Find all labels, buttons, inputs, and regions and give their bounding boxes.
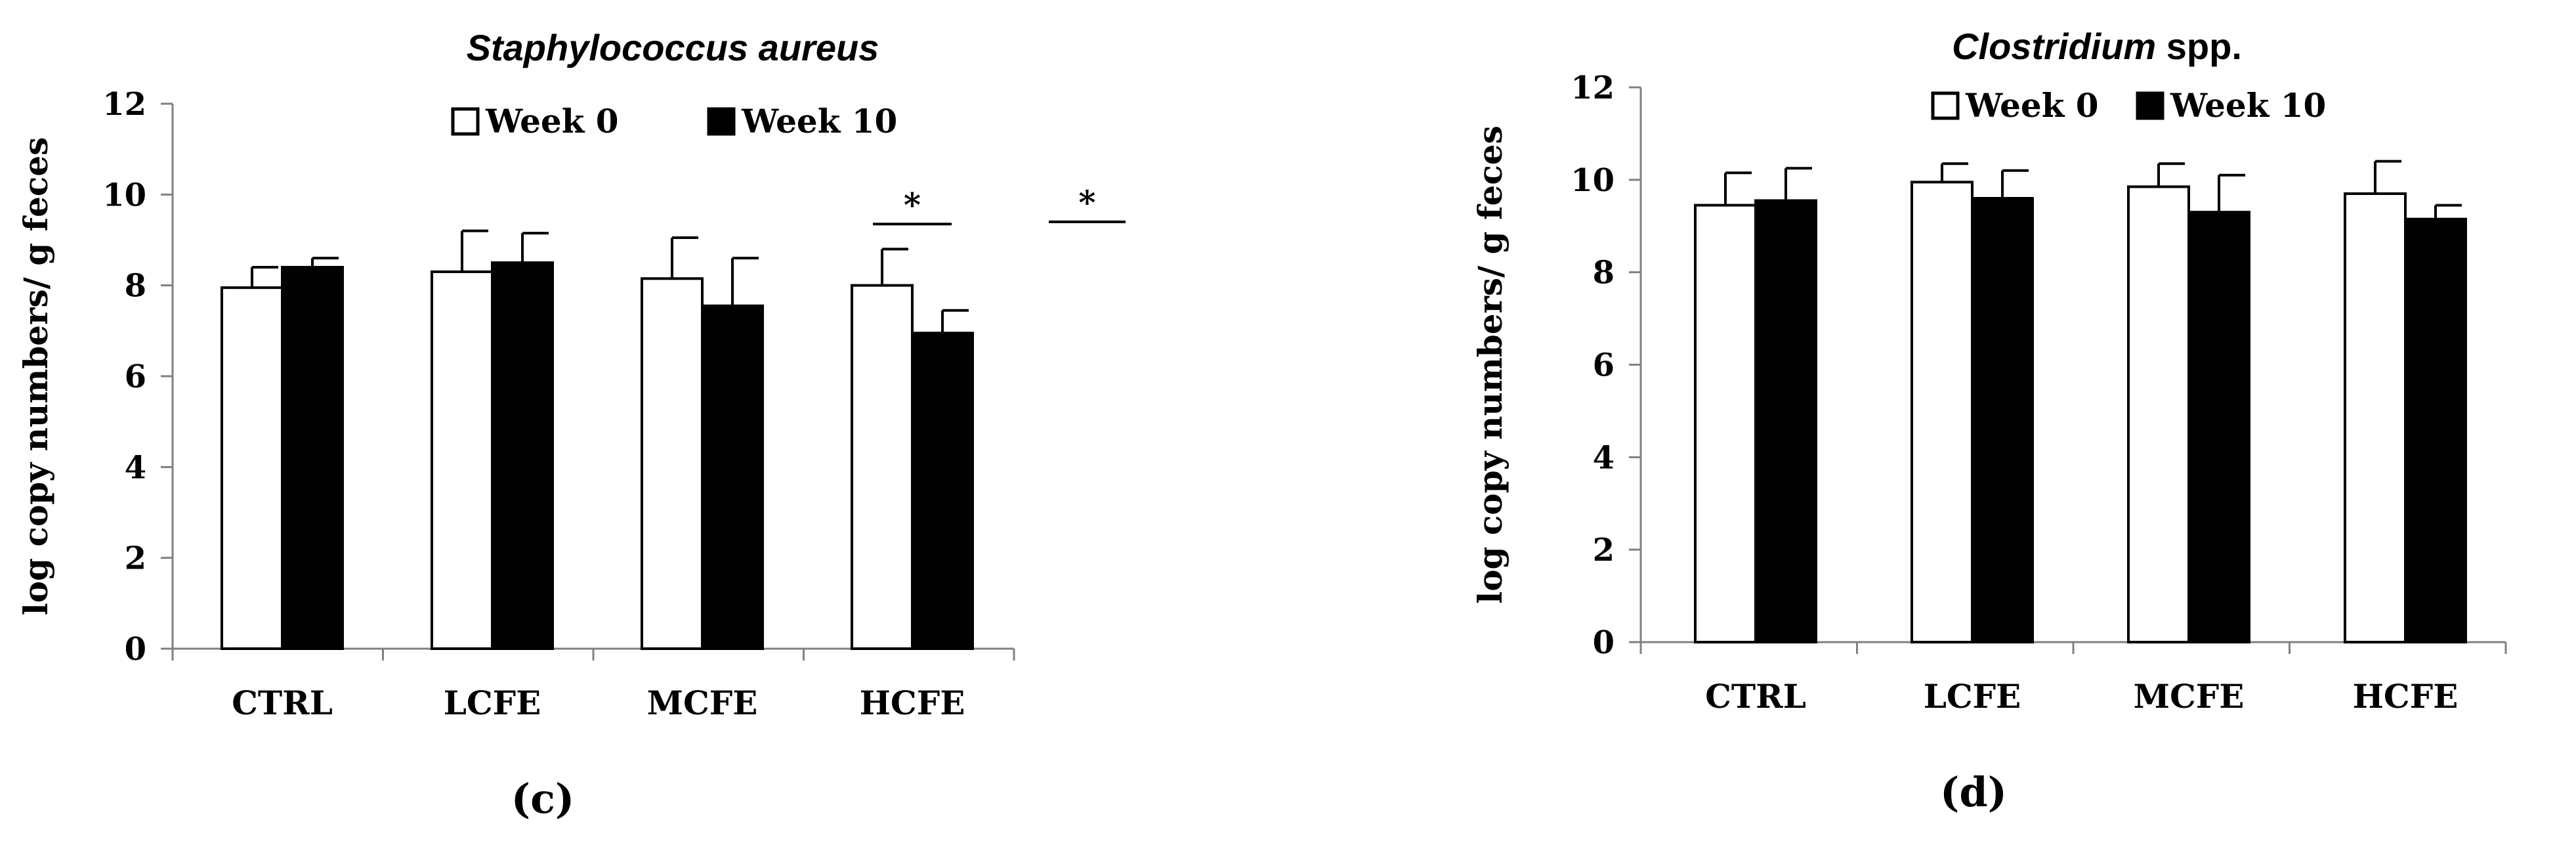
y-tick-label: 6	[1593, 347, 1615, 384]
bar	[281, 266, 344, 650]
y-tick-label: 2	[1593, 532, 1615, 569]
bar	[221, 286, 284, 650]
legend-label: Week 0	[485, 102, 619, 141]
x-tick-label: MCFE	[647, 683, 758, 722]
significance-star: *	[1078, 183, 1095, 222]
y-tick-label: 12	[1571, 70, 1615, 106]
x-tick-label: LCFE	[444, 683, 541, 722]
y-tick-label: 12	[102, 86, 146, 123]
bar	[2344, 192, 2407, 644]
y-tick-label: 0	[125, 631, 146, 668]
bar	[641, 277, 704, 650]
bar	[1971, 197, 2034, 643]
x-tick-label: CTRL	[1705, 677, 1806, 716]
x-tick-label: MCFE	[2134, 677, 2245, 716]
legend-swatch-white	[451, 107, 480, 136]
y-tick-label: 0	[1593, 624, 1615, 661]
bar	[1754, 199, 1817, 644]
y-tick-label: 10	[102, 177, 146, 213]
legend-label: Week 0	[1965, 86, 2099, 125]
chart-title-suffix: spp.	[2156, 26, 2242, 67]
y-tick-label: 4	[125, 449, 146, 486]
chart-title: Clostridium spp.	[1952, 26, 2242, 67]
x-tick-label: HCFE	[860, 683, 965, 722]
significance-star: *	[904, 185, 921, 224]
bar	[1911, 181, 1974, 643]
legend-swatch-black	[2136, 91, 2164, 120]
y-tick-label: 8	[125, 268, 146, 305]
legend-swatch-white	[1931, 91, 1960, 120]
y-tick-label: 8	[1593, 255, 1615, 292]
chart-panel-d: Clostridium spp. log copy numbers/ g fece…	[1471, 26, 2507, 816]
bar	[491, 261, 554, 651]
y-tick-label: 6	[125, 358, 146, 395]
bar	[2404, 217, 2467, 643]
y-tick-label: 10	[1571, 162, 1615, 199]
y-axis-label: log copy numbers/ g feces	[1471, 125, 1510, 604]
y-axis-label: log copy numbers/ g feces	[16, 137, 55, 616]
bar	[701, 304, 764, 650]
legend-label: Week 10	[741, 102, 897, 141]
bar	[851, 284, 914, 650]
bar	[2127, 185, 2190, 644]
y-tick-label: 4	[1593, 439, 1615, 476]
chart-title-main: Staphylococcus aureus	[467, 27, 879, 68]
bar	[2187, 211, 2250, 643]
x-tick-label: HCFE	[2353, 677, 2459, 716]
bar	[1694, 204, 1757, 643]
chart-title: Staphylococcus aureus	[467, 27, 879, 68]
x-tick-label: LCFE	[1924, 677, 2021, 716]
y-tick-label: 2	[125, 540, 146, 577]
bar	[911, 332, 974, 650]
legend-label: Week 10	[2170, 86, 2326, 125]
chart-panel-c: Staphylococcus aureus log copy numbers/ g…	[16, 27, 1126, 823]
panel-label: (d)	[1940, 768, 2007, 816]
legend-swatch-black	[707, 107, 736, 136]
x-tick-label: CTRL	[232, 683, 333, 722]
chart-title-main: Clostridium	[1952, 26, 2156, 67]
bar	[431, 270, 494, 650]
panel-label: (c)	[511, 775, 574, 823]
